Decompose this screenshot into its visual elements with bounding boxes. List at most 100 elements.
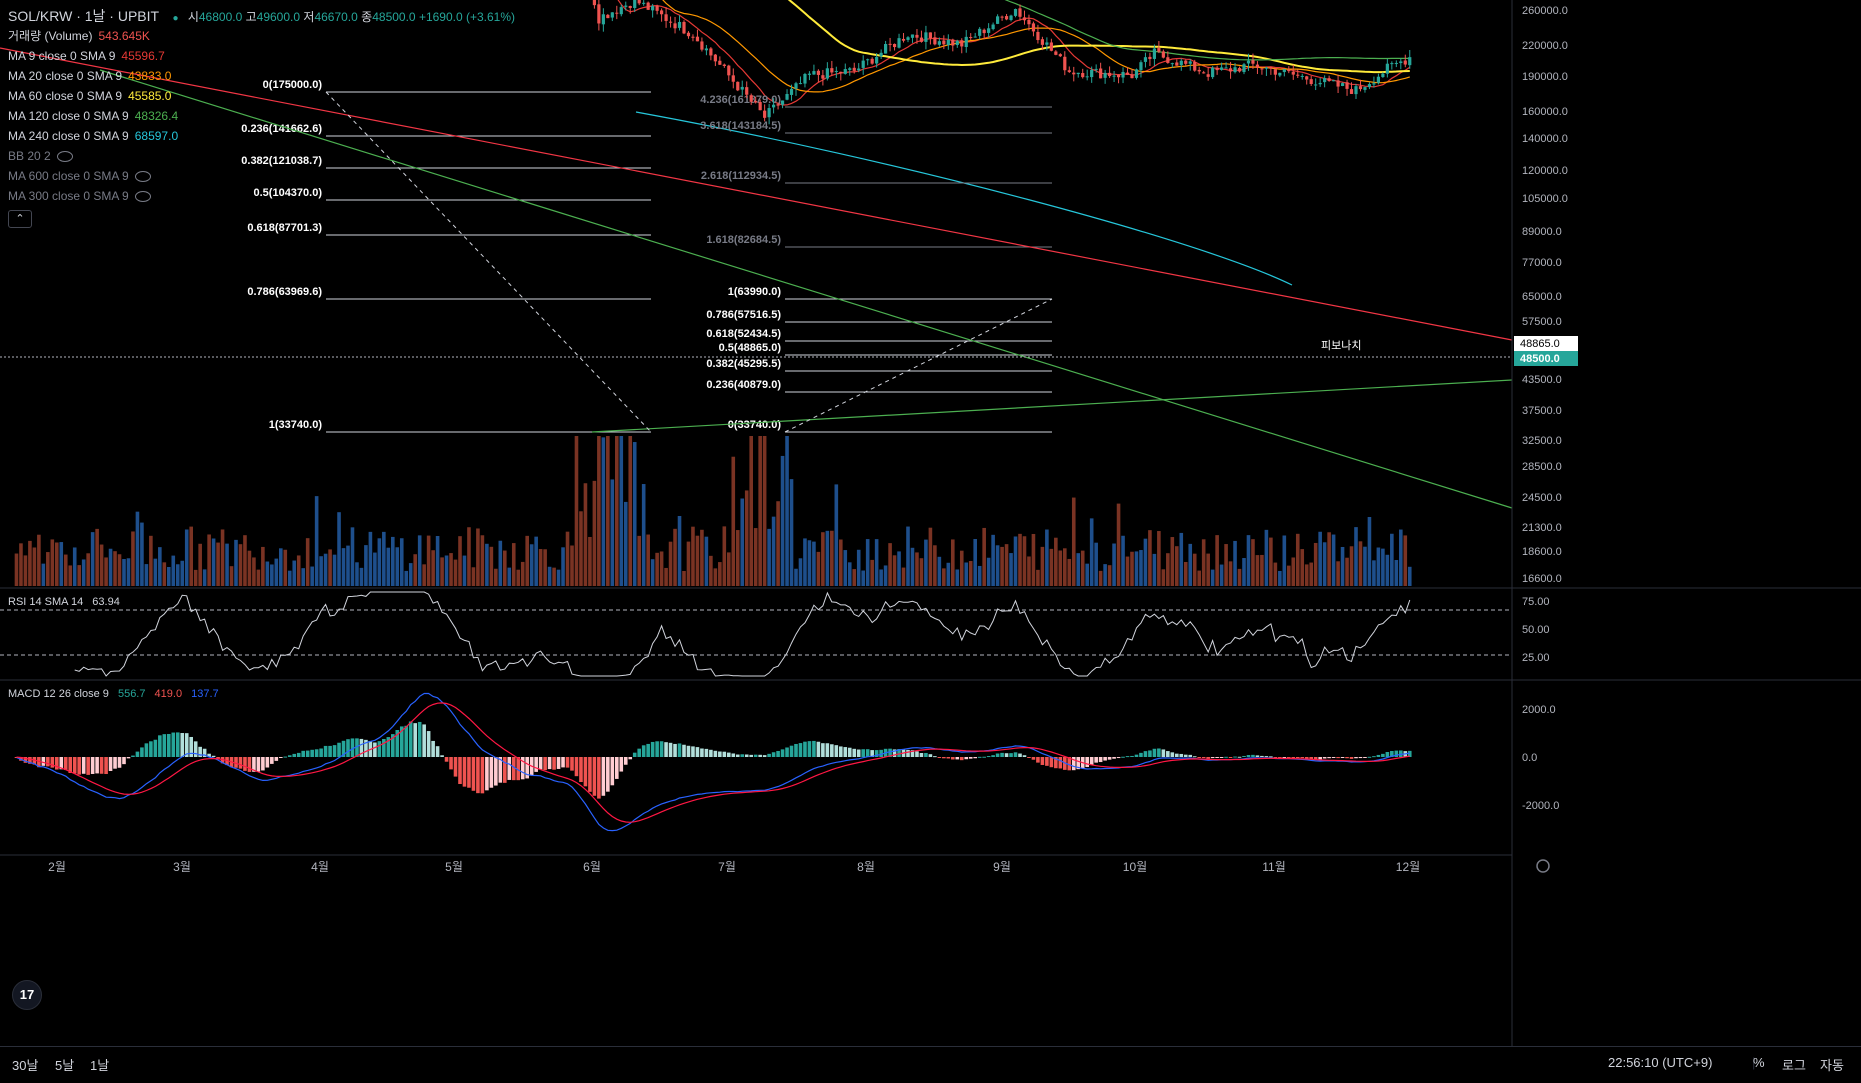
- macd-histogram-bar: [615, 757, 619, 779]
- candle-body: [960, 40, 964, 47]
- volume-bar: [247, 550, 252, 586]
- macd-histogram-bar: [55, 757, 59, 770]
- macd-histogram-bar: [520, 757, 525, 780]
- indicator-row[interactable]: BB 20 2: [8, 146, 515, 166]
- volume-bar: [946, 562, 951, 586]
- macd-histogram-bar: [776, 750, 780, 757]
- indicator-row[interactable]: 거래량 (Volume) 543.645K: [8, 26, 515, 46]
- header-row: SOL/KRW · 1날 · UPBIT ● 시46800.0 고49600.0…: [8, 6, 515, 26]
- macd-histogram-bar: [122, 757, 126, 765]
- log-toggle[interactable]: 로그: [1782, 1058, 1806, 1073]
- candle-body: [1246, 60, 1251, 64]
- rsi-label: RSI 14 SMA 14 63.94: [8, 596, 120, 608]
- volume-bar: [1094, 542, 1098, 586]
- candle-body: [1197, 69, 1201, 72]
- percent-toggle[interactable]: %: [1753, 1055, 1765, 1070]
- macd-histogram-bar: [117, 757, 122, 768]
- hidden-eye-icon[interactable]: [134, 171, 151, 183]
- macd-histogram-bar: [695, 747, 700, 757]
- candle-body: [821, 75, 825, 79]
- volume-bar: [449, 553, 453, 586]
- candle-body: [969, 37, 973, 39]
- macd-histogram-bar: [1215, 757, 1219, 758]
- candle-body: [1300, 75, 1304, 77]
- volume-bar: [1130, 551, 1134, 586]
- candle-body: [919, 37, 924, 42]
- volume-bar: [1376, 547, 1381, 586]
- candle-body: [1193, 61, 1197, 71]
- auto-toggle[interactable]: 자동: [1820, 1058, 1844, 1073]
- range-5d-button[interactable]: 5날: [55, 1058, 75, 1073]
- macd-histogram-bar: [1327, 757, 1331, 759]
- macd-histogram-bar: [238, 757, 243, 769]
- indicator-row[interactable]: MA 60 close 0 SMA 9 45585.0: [8, 86, 515, 106]
- ma-9-line: [617, 0, 1411, 106]
- indicator-row[interactable]: MA 300 close 0 SMA 9: [8, 186, 515, 206]
- volume-bar: [480, 535, 485, 586]
- indicator-row[interactable]: MA 20 close 0 SMA 9 43833.0: [8, 66, 515, 86]
- candle-body: [754, 101, 758, 103]
- collapse-legend-button[interactable]: ⌃: [8, 210, 32, 228]
- macd-histogram-bar: [816, 741, 821, 757]
- volume-bar: [55, 542, 59, 586]
- macd-histogram-bar: [1269, 756, 1273, 758]
- macd-histogram-bar: [1175, 753, 1179, 757]
- indicator-row[interactable]: MA 9 close 0 SMA 9 45596.7: [8, 46, 515, 66]
- hidden-eye-icon[interactable]: [56, 151, 73, 163]
- ma-60-line: [787, 0, 1410, 74]
- candle-body: [772, 104, 776, 108]
- macd-histogram-bar: [606, 757, 610, 792]
- macd-histogram-bar: [189, 736, 193, 757]
- macd-histogram-bar: [1170, 752, 1175, 757]
- volume-bar: [234, 539, 238, 586]
- indicator-row[interactable]: MA 600 close 0 SMA 9: [8, 166, 515, 186]
- range-30d-button[interactable]: 30날: [12, 1058, 39, 1073]
- volume-bar: [1228, 561, 1233, 586]
- indicator-label: MA 300 close 0 SMA 9: [8, 189, 129, 203]
- macd-histogram-bar: [1112, 757, 1116, 759]
- volume-bar: [915, 552, 919, 586]
- macd-histogram-bar: [1076, 757, 1081, 770]
- macd-histogram-bar: [292, 753, 297, 757]
- hidden-eye-icon[interactable]: [134, 191, 151, 203]
- volume-bar: [1224, 544, 1228, 586]
- trend-line-green-up: [591, 379, 1513, 433]
- indicator-row[interactable]: MA 240 close 0 SMA 9 68597.0: [8, 126, 515, 146]
- candle-body: [866, 59, 870, 61]
- volume-bar: [23, 555, 28, 586]
- volume-bar: [1260, 554, 1264, 586]
- price-axis-tick: 21300.0: [1522, 522, 1562, 534]
- macd-histogram-bar: [1183, 754, 1188, 757]
- candle-body: [1305, 76, 1309, 80]
- tradingview-logo-icon[interactable]: 17: [12, 980, 42, 1010]
- macd-histogram-bar: [1367, 756, 1372, 758]
- macd-histogram-bar: [202, 748, 207, 757]
- rsi-value: 63.94: [92, 596, 120, 608]
- candle-body: [700, 41, 704, 50]
- volume-bar: [368, 531, 373, 586]
- indicator-label: MA 240 close 0 SMA 9: [8, 129, 129, 143]
- last-price-tag-text: 48500.0: [1520, 353, 1560, 365]
- macd-histogram-bar: [1166, 751, 1170, 757]
- candle-body: [1143, 57, 1148, 62]
- open-value: 46800.0: [198, 10, 243, 24]
- clock-timezone[interactable]: 22:56:10 (UTC+9): [1608, 1055, 1713, 1070]
- volume-bar: [1179, 532, 1184, 586]
- symbol-title[interactable]: SOL/KRW · 1날 · UPBIT: [8, 8, 160, 24]
- macd-histogram-bar: [789, 745, 794, 757]
- volume-bar: [897, 551, 901, 586]
- candle-body: [816, 70, 820, 75]
- macd-histogram-bar: [153, 739, 158, 757]
- volume-bar: [476, 528, 480, 586]
- candle-body: [673, 23, 677, 29]
- volume-bar: [72, 547, 77, 586]
- volume-bar: [229, 566, 234, 586]
- indicator-row[interactable]: MA 120 close 0 SMA 9 48326.4: [8, 106, 515, 126]
- price-axis-tick: 260000.0: [1522, 5, 1568, 17]
- range-1d-button[interactable]: 1날: [90, 1058, 110, 1073]
- macd-histogram-bar: [319, 748, 323, 757]
- candle-body: [776, 104, 780, 106]
- macd-histogram-bar: [131, 755, 135, 757]
